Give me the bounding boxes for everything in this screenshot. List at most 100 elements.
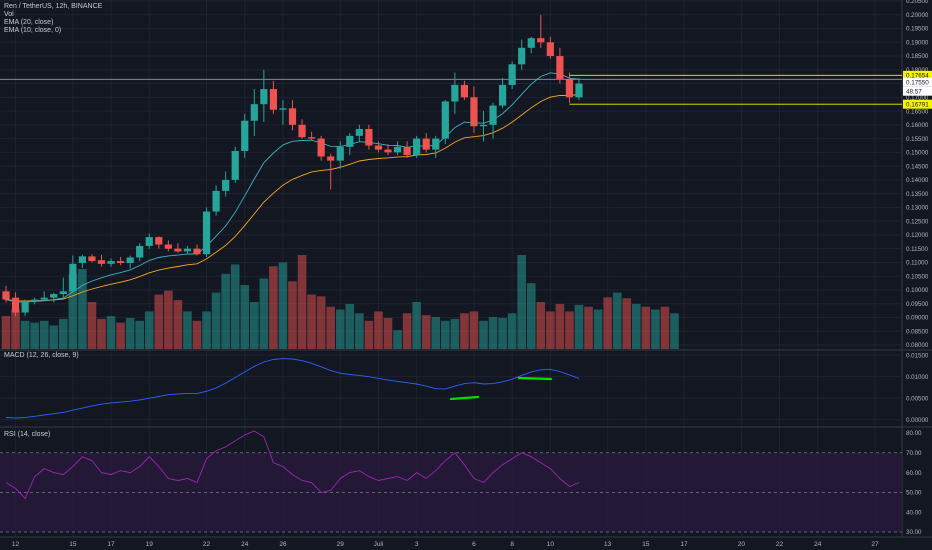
x-tick-label: 13 bbox=[604, 541, 612, 548]
price-y-tick-label: 0.20000 bbox=[906, 12, 929, 19]
rsi-pane[interactable] bbox=[0, 430, 902, 533]
candle-body[interactable] bbox=[499, 84, 507, 106]
candle-body[interactable] bbox=[231, 150, 239, 180]
candle-body[interactable] bbox=[384, 149, 392, 153]
candle-body[interactable] bbox=[413, 138, 421, 156]
candle-body[interactable] bbox=[365, 128, 373, 146]
volume-bar bbox=[173, 300, 183, 349]
candle-body[interactable] bbox=[212, 190, 220, 212]
candle-body[interactable] bbox=[441, 101, 449, 139]
volume-bar bbox=[250, 302, 259, 349]
countdown-label: 48:57 bbox=[903, 86, 932, 96]
candle-body[interactable] bbox=[336, 146, 344, 161]
rsi-y-tick-label: 70.00 bbox=[906, 450, 922, 457]
annotation-stroke[interactable] bbox=[517, 376, 553, 381]
x-tick-label: 24 bbox=[814, 541, 822, 548]
candle-body[interactable] bbox=[97, 260, 106, 264]
candle-body[interactable] bbox=[518, 47, 526, 65]
candle-body[interactable] bbox=[2, 291, 10, 300]
candle-body[interactable] bbox=[279, 108, 287, 110]
candle-body[interactable] bbox=[556, 56, 564, 80]
candle-body[interactable] bbox=[460, 84, 468, 98]
volume-bar bbox=[20, 320, 30, 349]
candle-body[interactable] bbox=[50, 294, 58, 298]
candle-body[interactable] bbox=[346, 135, 354, 147]
volume-bar bbox=[574, 304, 584, 349]
volume-bar bbox=[479, 320, 488, 349]
candle-body[interactable] bbox=[451, 84, 459, 102]
indicator-vol[interactable]: Vol bbox=[4, 11, 14, 18]
candle-body[interactable] bbox=[164, 244, 172, 249]
price-y-tick-label: 0.19500 bbox=[906, 26, 929, 33]
candle-body[interactable] bbox=[508, 64, 516, 85]
candle-body[interactable] bbox=[11, 297, 20, 313]
candle-body[interactable] bbox=[202, 211, 211, 255]
candle-body[interactable] bbox=[327, 156, 335, 161]
candle-body[interactable] bbox=[393, 146, 402, 153]
candle-body[interactable] bbox=[21, 301, 29, 313]
candle-body[interactable] bbox=[145, 237, 153, 246]
volume-bar bbox=[202, 311, 211, 349]
candle-body[interactable] bbox=[565, 79, 574, 98]
candle-body[interactable] bbox=[117, 261, 125, 263]
candle-body[interactable] bbox=[269, 89, 277, 110]
candle-body[interactable] bbox=[308, 137, 316, 139]
grid-lines bbox=[0, 0, 932, 538]
candle-body[interactable] bbox=[432, 138, 440, 150]
macd-y-tick-label: 0.00500 bbox=[906, 395, 929, 402]
indicator-ema20[interactable]: EMA (20, close) bbox=[4, 19, 54, 26]
candle-body[interactable] bbox=[136, 245, 144, 258]
x-tick-label: 8 bbox=[510, 541, 514, 548]
candle-body[interactable] bbox=[422, 138, 430, 150]
candle-body[interactable] bbox=[298, 124, 306, 138]
volume-bar bbox=[11, 309, 20, 349]
x-tick-label: 29 bbox=[337, 541, 345, 548]
volume-bar bbox=[211, 292, 221, 349]
x-tick-label: 15 bbox=[642, 541, 650, 548]
volume-bar bbox=[221, 273, 230, 349]
candle-body[interactable] bbox=[470, 97, 478, 127]
candle-body[interactable] bbox=[527, 38, 535, 48]
candle-body[interactable] bbox=[288, 108, 297, 125]
candle-body[interactable] bbox=[155, 237, 163, 245]
candle-body[interactable] bbox=[537, 38, 545, 43]
candle-body[interactable] bbox=[575, 83, 583, 98]
candle-body[interactable] bbox=[107, 261, 115, 264]
candle-body[interactable] bbox=[40, 297, 48, 300]
candle-body[interactable] bbox=[193, 248, 201, 255]
price-pane[interactable] bbox=[0, 14, 902, 349]
volume-bar bbox=[144, 311, 154, 349]
volume-bar bbox=[297, 255, 307, 349]
candle-body[interactable] bbox=[250, 104, 258, 121]
volume-bar bbox=[49, 325, 59, 349]
candle-body[interactable] bbox=[317, 138, 325, 157]
candle-body[interactable] bbox=[78, 256, 86, 263]
volume-bar bbox=[355, 313, 364, 349]
candle-body[interactable] bbox=[183, 248, 192, 252]
candle-body[interactable] bbox=[260, 89, 268, 105]
candle-body[interactable] bbox=[374, 145, 383, 150]
candle-body[interactable] bbox=[403, 146, 411, 156]
x-tick-label: 12 bbox=[12, 541, 20, 548]
candle-body[interactable] bbox=[31, 299, 39, 302]
volume-bar bbox=[192, 320, 202, 349]
candle-body[interactable] bbox=[546, 42, 554, 57]
last-price-label: 0.17550 bbox=[903, 77, 932, 87]
macd-title[interactable]: MACD (12, 26, close, 9) bbox=[4, 352, 79, 359]
candle-body[interactable] bbox=[69, 263, 77, 292]
candle-body[interactable] bbox=[489, 105, 497, 125]
rsi-title[interactable]: RSI (14, close) bbox=[4, 431, 51, 438]
candle-body[interactable] bbox=[241, 120, 249, 151]
annotation-stroke[interactable] bbox=[449, 395, 480, 401]
candle-body[interactable] bbox=[174, 248, 182, 252]
macd-pane[interactable] bbox=[5, 358, 580, 419]
volume-bar bbox=[603, 297, 612, 349]
candle-body[interactable] bbox=[126, 257, 134, 263]
candle-body[interactable] bbox=[88, 256, 96, 262]
candle-body[interactable] bbox=[355, 128, 363, 136]
candle-body[interactable] bbox=[222, 179, 230, 191]
candle-body[interactable] bbox=[59, 291, 67, 295]
indicator-ema10[interactable]: EMA (10, close, 0) bbox=[4, 27, 62, 34]
candle-body[interactable] bbox=[479, 124, 488, 127]
